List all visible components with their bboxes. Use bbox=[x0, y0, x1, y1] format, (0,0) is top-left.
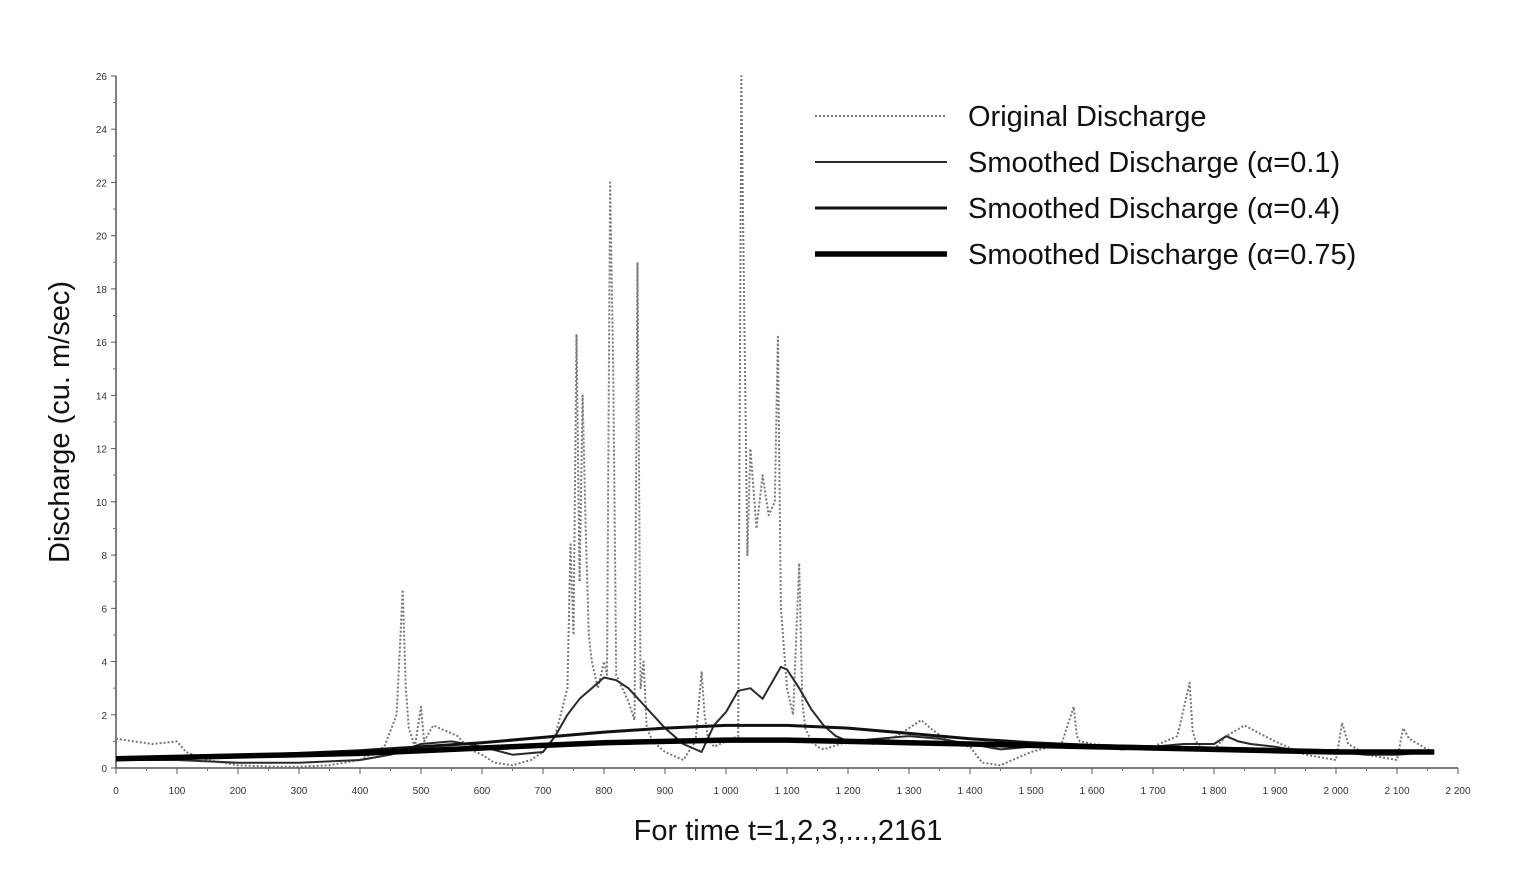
x-tick-label: 400 bbox=[352, 786, 369, 797]
y-tick-label: 16 bbox=[96, 338, 108, 349]
x-tick-label: 300 bbox=[291, 786, 308, 797]
y-tick-label: 22 bbox=[96, 178, 108, 189]
x-tick-label: 1 800 bbox=[1201, 786, 1226, 797]
x-tick-label: 600 bbox=[474, 786, 491, 797]
series-line-0 bbox=[115, 75, 1435, 768]
x-tick-label: 2 000 bbox=[1323, 786, 1348, 797]
x-tick-label: 700 bbox=[535, 786, 552, 797]
legend-label-1: Smoothed Discharge (α=0.1) bbox=[968, 147, 1340, 179]
x-tick-label: 100 bbox=[169, 786, 186, 797]
y-axis-title: Discharge (cu. m/sec) bbox=[44, 281, 76, 563]
y-tick-label: 26 bbox=[96, 72, 108, 83]
x-tick-label: 1 400 bbox=[957, 786, 982, 797]
x-tick-label: 1 600 bbox=[1079, 786, 1104, 797]
x-tick-label: 1 100 bbox=[774, 786, 799, 797]
y-tick-label: 0 bbox=[101, 764, 107, 775]
y-tick-label: 12 bbox=[96, 445, 108, 456]
x-tick-label: 1 000 bbox=[713, 786, 738, 797]
x-tick-label: 0 bbox=[113, 786, 119, 797]
x-tick-label: 2 100 bbox=[1384, 786, 1409, 797]
y-tick-label: 24 bbox=[96, 125, 108, 136]
legend-label-2: Smoothed Discharge (α=0.4) bbox=[968, 193, 1340, 225]
x-tick-label: 1 700 bbox=[1140, 786, 1165, 797]
legend-label-3: Smoothed Discharge (α=0.75) bbox=[968, 239, 1356, 271]
plot-area bbox=[115, 75, 1435, 768]
y-tick-label: 10 bbox=[96, 498, 108, 509]
y-tick-label: 6 bbox=[101, 604, 107, 615]
y-tick-label: 8 bbox=[101, 551, 107, 562]
y-tick-label: 18 bbox=[96, 285, 108, 296]
y-tick-label: 2 bbox=[101, 711, 107, 722]
x-tick-label: 1 200 bbox=[835, 786, 860, 797]
x-tick-label: 800 bbox=[596, 786, 613, 797]
x-tick-label: 1 900 bbox=[1262, 786, 1287, 797]
x-tick-label: 1 300 bbox=[896, 786, 921, 797]
series-line-1 bbox=[116, 665, 1435, 764]
x-tick-label: 500 bbox=[413, 786, 430, 797]
x-axis-title: For time t=1,2,3,...,2161 bbox=[634, 815, 943, 847]
x-tick-label: 900 bbox=[657, 786, 674, 797]
x-tick-label: 2 200 bbox=[1445, 786, 1470, 797]
legend-label-0: Original Discharge bbox=[968, 101, 1207, 133]
y-tick-label: 20 bbox=[96, 232, 108, 243]
legend: Original Discharge Smoothed Discharge (α=… bbox=[815, 101, 1356, 271]
y-tick-label: 4 bbox=[101, 658, 107, 669]
x-tick-label: 1 500 bbox=[1018, 786, 1043, 797]
y-tick-label: 14 bbox=[96, 391, 108, 402]
series-line-3 bbox=[115, 737, 1435, 762]
x-tick-label: 200 bbox=[230, 786, 247, 797]
x-axis: 0 100 200 300 400 500 600 700 800 900 1 000 1 100 1 … bbox=[113, 767, 1471, 797]
